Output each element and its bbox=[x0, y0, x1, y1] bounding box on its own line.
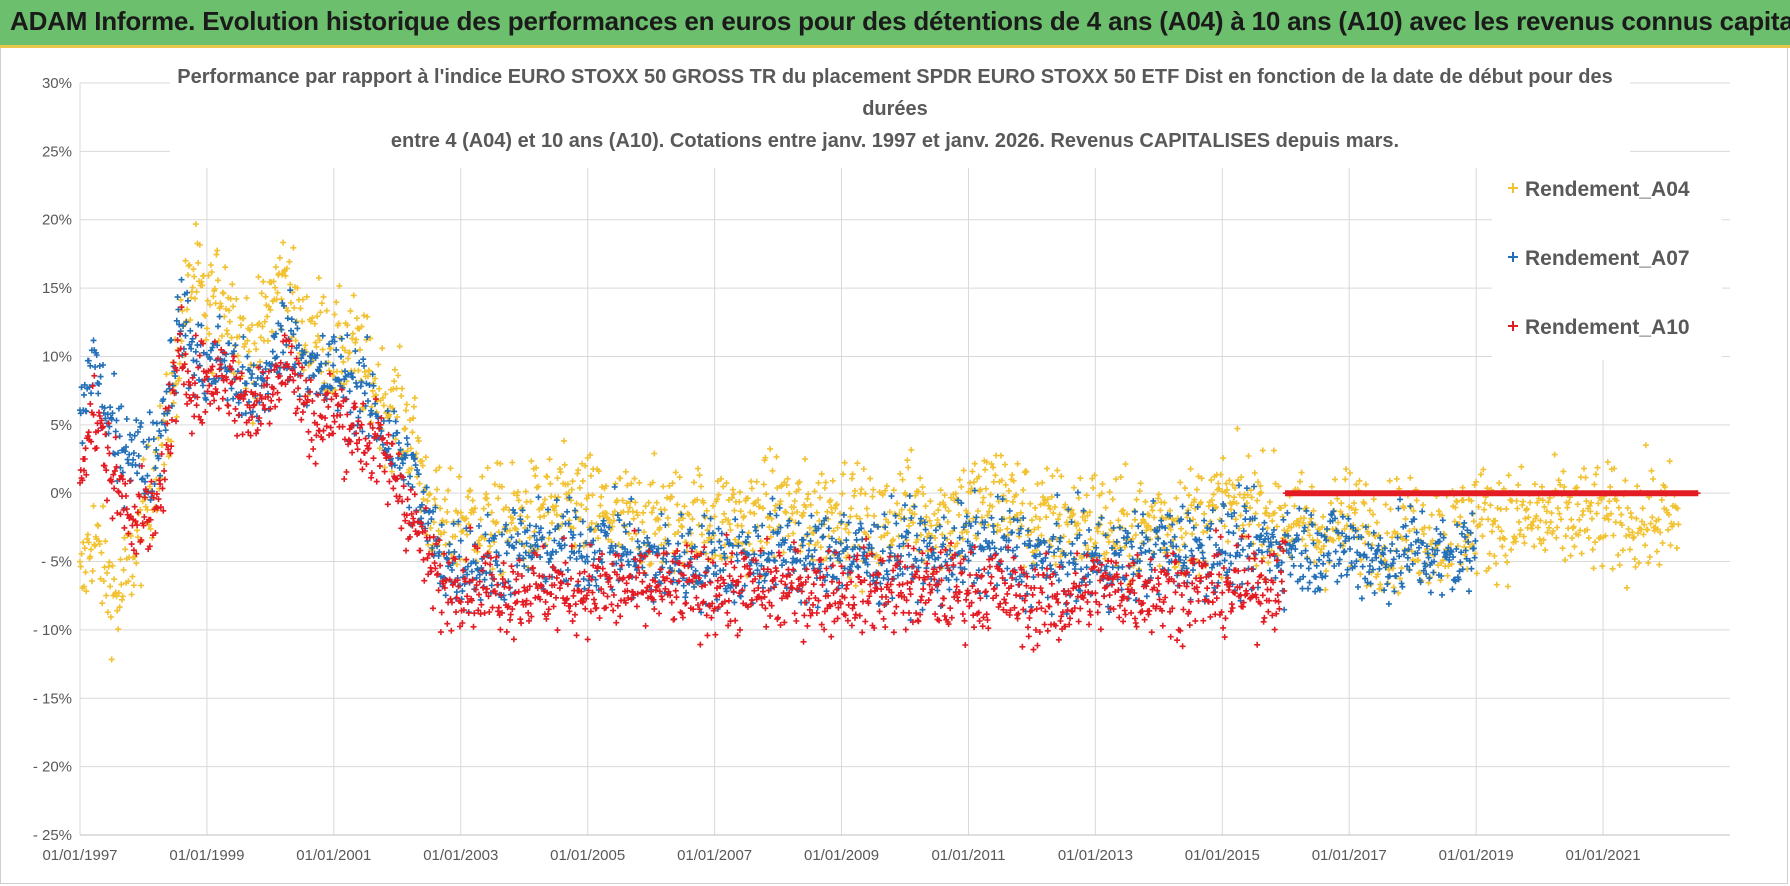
legend-label: Rendement_A07 bbox=[1525, 247, 1690, 270]
x-tick-label: 01/01/2007 bbox=[677, 847, 752, 864]
chart-title-line: entre 4 (A04) et 10 ans (A10). Cotations… bbox=[391, 130, 1399, 152]
page-title: ADAM Informe. Evolution historique des p… bbox=[10, 6, 1790, 36]
y-tick-label: - 10% bbox=[33, 622, 72, 639]
x-axis: 01/01/1997 01/01/1999 01/01/2001 01/01/2003… bbox=[42, 847, 1640, 864]
title-background bbox=[170, 58, 1630, 168]
legend-label: Rendement_A10 bbox=[1525, 316, 1690, 339]
x-tick-label: 01/01/2001 bbox=[296, 847, 371, 864]
y-tick-label: 15% bbox=[42, 280, 72, 297]
scatter-chart: 30% 25% 20% 15% 10% 5% 0% - 5% - 10% - 15% - 20% - … bbox=[33, 58, 1730, 864]
chart-title: Performance par rapport à l'indice EURO … bbox=[177, 66, 1612, 152]
y-axis: 30% 25% 20% 15% 10% 5% 0% - 5% - 10% - 15% - 20% - … bbox=[33, 75, 72, 844]
y-tick-label: - 25% bbox=[33, 827, 72, 844]
x-tick-label: 01/01/2017 bbox=[1312, 847, 1387, 864]
chart-title-line: Performance par rapport à l'indice EURO … bbox=[177, 66, 1612, 88]
legend-marker bbox=[1508, 321, 1518, 331]
y-tick-label: - 15% bbox=[33, 690, 72, 707]
y-tick-label: - 20% bbox=[33, 759, 72, 776]
x-tick-label: 01/01/2009 bbox=[804, 847, 879, 864]
chart-frame bbox=[0, 48, 1788, 884]
x-tick-label: 01/01/2021 bbox=[1566, 847, 1641, 864]
legend-label: Rendement_A04 bbox=[1525, 178, 1690, 201]
scatter-points bbox=[77, 304, 1701, 653]
y-tick-label: 10% bbox=[42, 348, 72, 365]
x-tick-label: 01/01/1999 bbox=[169, 847, 244, 864]
x-tick-label: 01/01/2003 bbox=[423, 847, 498, 864]
x-tick-label: 01/01/2019 bbox=[1439, 847, 1514, 864]
series-rendement-a10 bbox=[77, 304, 1701, 653]
legend-background bbox=[1492, 160, 1722, 360]
header-banner: ADAM Informe. Evolution historique des p… bbox=[0, 0, 1790, 48]
chart-title-line: durées bbox=[862, 98, 928, 120]
y-tick-label: 0% bbox=[50, 485, 72, 502]
x-tick-label: 01/01/1997 bbox=[42, 847, 117, 864]
x-tick-label: 01/01/2015 bbox=[1185, 847, 1260, 864]
x-tick-label: 01/01/2011 bbox=[931, 847, 1005, 864]
data-points bbox=[77, 221, 1701, 663]
legend: Rendement_A04 Rendement_A07 Rendement_A10 bbox=[1508, 178, 1690, 339]
x-tick-label: 01/01/2005 bbox=[550, 847, 625, 864]
legend-marker bbox=[1508, 183, 1518, 193]
legend-marker bbox=[1508, 252, 1518, 262]
y-tick-label: - 5% bbox=[41, 554, 72, 571]
y-tick-label: 5% bbox=[50, 417, 72, 434]
y-tick-label: 25% bbox=[42, 143, 72, 160]
x-tick-label: 01/01/2013 bbox=[1058, 847, 1133, 864]
y-tick-label: 30% bbox=[42, 75, 72, 92]
y-tick-label: 20% bbox=[42, 212, 72, 229]
grid bbox=[79, 82, 1730, 836]
